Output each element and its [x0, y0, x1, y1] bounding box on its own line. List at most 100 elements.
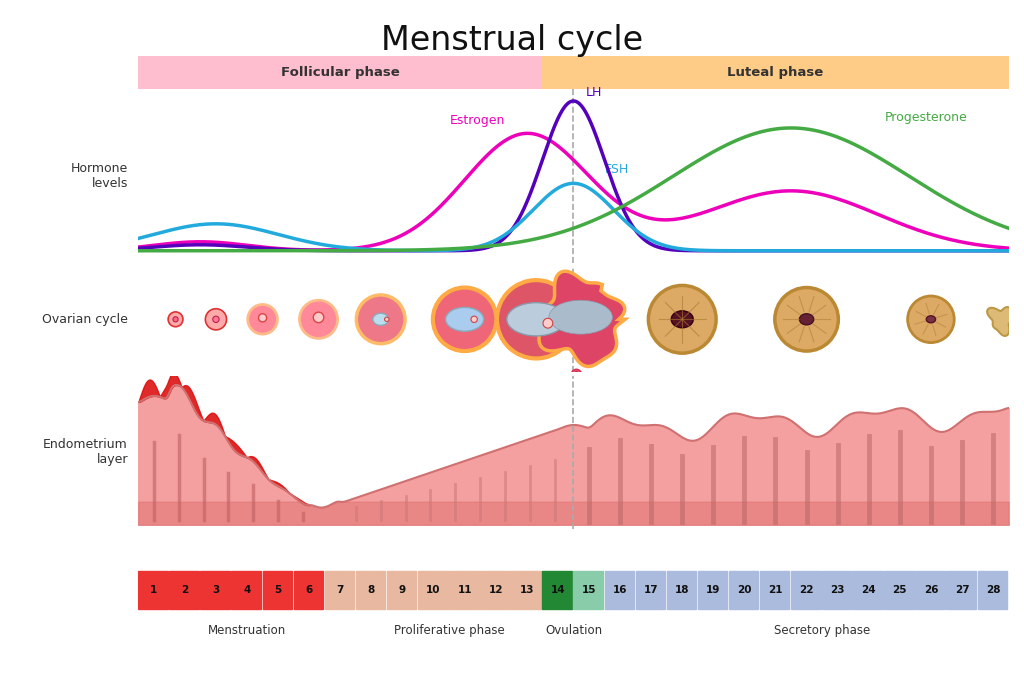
Ellipse shape [356, 295, 406, 344]
Bar [138, 56, 543, 89]
Ellipse shape [445, 307, 483, 331]
Text: 10: 10 [426, 585, 440, 595]
Text: Menstruation: Menstruation [208, 624, 286, 637]
Ellipse shape [213, 316, 219, 322]
Ellipse shape [299, 301, 338, 338]
Text: Proliferative phase: Proliferative phase [393, 624, 505, 637]
Ellipse shape [927, 316, 936, 323]
Text: Progesterone: Progesterone [885, 111, 967, 124]
Bar [169, 571, 199, 609]
Bar [262, 571, 292, 609]
Text: Endometrium
layer: Endometrium layer [43, 438, 128, 466]
Text: 3: 3 [212, 585, 219, 595]
Bar [511, 571, 541, 609]
Ellipse shape [206, 309, 226, 330]
Text: 20: 20 [737, 585, 752, 595]
Text: 9: 9 [399, 585, 407, 595]
Ellipse shape [173, 317, 178, 322]
Text: Menstrual cycle: Menstrual cycle [381, 24, 643, 57]
Text: Follicular phase: Follicular phase [281, 66, 399, 79]
Ellipse shape [507, 303, 565, 336]
Text: 4: 4 [244, 585, 251, 595]
Text: Hormone
levels: Hormone levels [71, 162, 128, 190]
Bar [885, 571, 913, 609]
Ellipse shape [258, 313, 266, 322]
Bar [667, 571, 696, 609]
Ellipse shape [168, 312, 183, 326]
Bar [325, 571, 354, 609]
Text: 8: 8 [368, 585, 375, 595]
Text: 28: 28 [986, 585, 1000, 595]
Text: 19: 19 [707, 585, 721, 595]
Bar [450, 571, 478, 609]
Text: 21: 21 [768, 585, 782, 595]
Text: 1: 1 [151, 585, 158, 595]
Bar [418, 571, 447, 609]
Bar [573, 571, 603, 609]
Bar [791, 571, 820, 609]
Ellipse shape [648, 285, 716, 353]
Bar [822, 571, 852, 609]
Ellipse shape [497, 280, 575, 359]
Text: Luteal phase: Luteal phase [727, 66, 823, 79]
Ellipse shape [573, 372, 579, 377]
Text: 26: 26 [924, 585, 938, 595]
Ellipse shape [549, 301, 612, 334]
Text: 25: 25 [893, 585, 907, 595]
Text: 6: 6 [305, 585, 313, 595]
Bar [697, 571, 727, 609]
Bar [760, 571, 790, 609]
Polygon shape [539, 271, 625, 367]
Bar [915, 571, 945, 609]
Bar [729, 571, 759, 609]
Text: Ovulation: Ovulation [545, 624, 602, 637]
Text: Secretory phase: Secretory phase [774, 624, 870, 637]
Bar [231, 571, 261, 609]
Ellipse shape [471, 316, 477, 322]
Text: 22: 22 [800, 585, 814, 595]
Text: LH: LH [586, 86, 602, 99]
Text: 12: 12 [488, 585, 503, 595]
Text: Estrogen: Estrogen [450, 114, 505, 127]
Bar [387, 571, 417, 609]
Ellipse shape [385, 317, 389, 322]
Bar [604, 571, 634, 609]
Text: 14: 14 [551, 585, 565, 595]
Bar [543, 571, 571, 609]
Ellipse shape [543, 318, 553, 328]
Text: 17: 17 [644, 585, 658, 595]
Ellipse shape [313, 312, 324, 322]
Bar [636, 571, 666, 609]
Ellipse shape [671, 311, 693, 328]
Ellipse shape [373, 313, 389, 325]
Bar [978, 571, 1007, 609]
Text: 15: 15 [582, 585, 596, 595]
Bar [294, 571, 324, 609]
Text: FSH: FSH [604, 163, 629, 176]
Ellipse shape [800, 313, 814, 325]
Text: 11: 11 [458, 585, 472, 595]
Bar [201, 571, 230, 609]
Ellipse shape [433, 288, 497, 351]
Bar [543, 56, 1009, 89]
Text: 16: 16 [612, 585, 628, 595]
Ellipse shape [248, 305, 278, 334]
Text: 27: 27 [954, 585, 970, 595]
Text: 13: 13 [519, 585, 535, 595]
Text: 23: 23 [830, 585, 845, 595]
Bar [138, 571, 168, 609]
Bar [480, 571, 510, 609]
Text: Ovarian cycle: Ovarian cycle [42, 313, 128, 326]
Text: 2: 2 [181, 585, 188, 595]
Text: 7: 7 [337, 585, 344, 595]
Ellipse shape [775, 288, 839, 351]
Bar [946, 571, 976, 609]
Bar [356, 571, 385, 609]
Text: 18: 18 [675, 585, 689, 595]
Bar [853, 571, 883, 609]
Polygon shape [987, 307, 1018, 336]
Ellipse shape [907, 296, 954, 343]
Text: 24: 24 [861, 585, 877, 595]
Ellipse shape [571, 370, 582, 379]
Text: 5: 5 [274, 585, 282, 595]
